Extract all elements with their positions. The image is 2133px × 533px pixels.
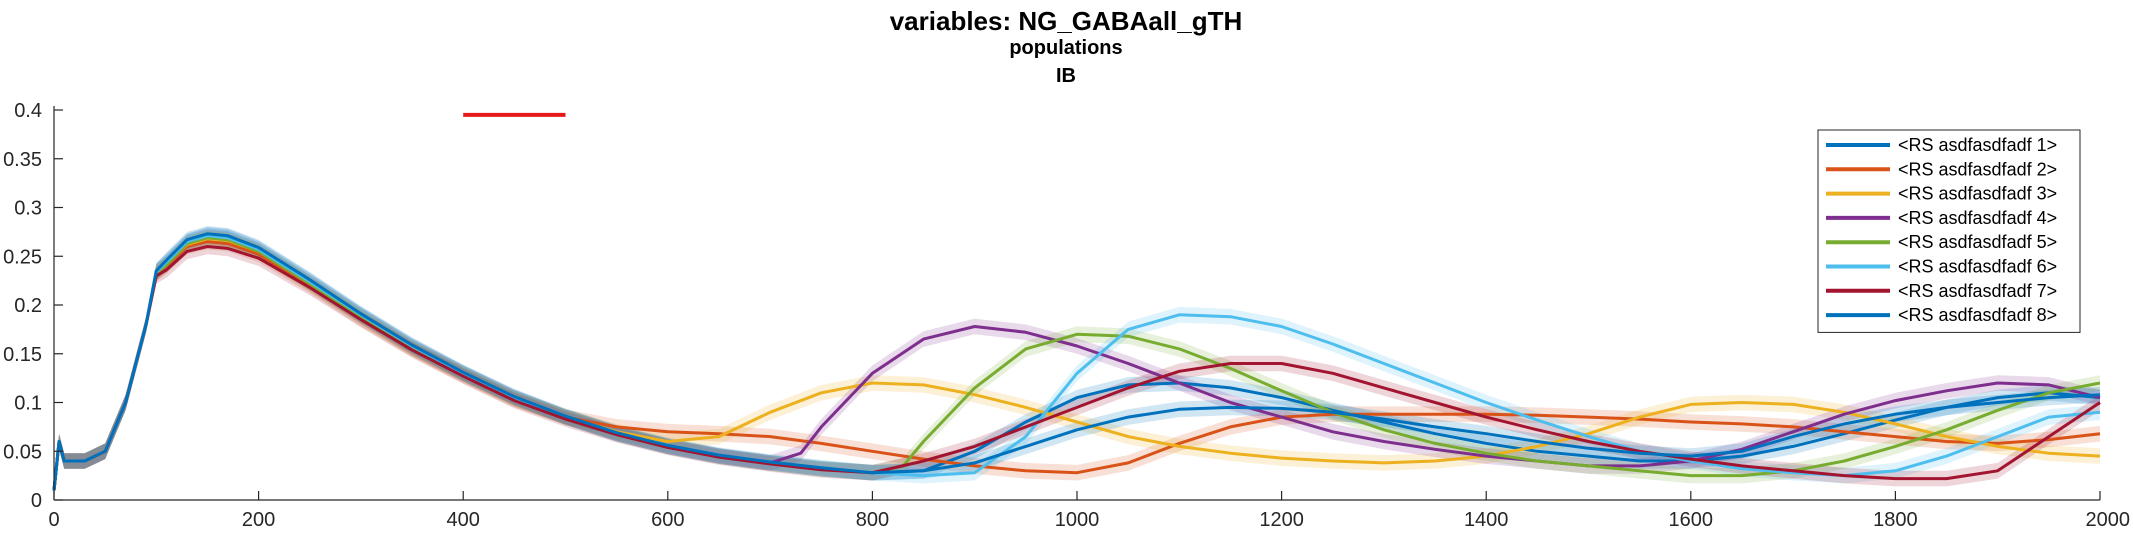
- y-tick-label: 0.1: [14, 393, 42, 415]
- legend-label-3: <RS asdfasdfadf 3>: [1898, 184, 2057, 204]
- x-tick-label: 2000: [2086, 509, 2131, 531]
- legend-label-1: <RS asdfasdfadf 1>: [1898, 135, 2057, 155]
- legend-label-2: <RS asdfasdfadf 2>: [1898, 159, 2057, 179]
- axes: 0 200 400 600 800 1000 1200 1400 1600 1800 2000 0 0.…: [3, 100, 2130, 531]
- error-band-2: [54, 233, 2100, 499]
- error-band-4: [54, 228, 2100, 499]
- error-band-8: [54, 226, 2100, 499]
- x-tick-label: 600: [651, 509, 684, 531]
- error-bands: [54, 226, 2100, 499]
- y-tick-label: 0.4: [14, 100, 42, 122]
- legend-label-8: <RS asdfasdfadf 8>: [1898, 305, 2057, 325]
- chart-subtitle-2: IB: [1056, 65, 1076, 87]
- error-band-5: [54, 229, 2100, 499]
- x-tick-label: 1800: [1873, 509, 1918, 531]
- y-tick-label: 0.2: [14, 295, 42, 317]
- legend-label-5: <RS asdfasdfadf 5>: [1898, 232, 2057, 252]
- x-tick-label: 200: [242, 509, 275, 531]
- error-band-3: [54, 230, 2100, 499]
- error-band-1: [54, 227, 2100, 499]
- y-tick-label: 0.3: [14, 198, 42, 220]
- x-tick-label: 800: [856, 509, 889, 531]
- x-tick-label: 1000: [1055, 509, 1100, 531]
- series-line-8: [52, 232, 2101, 491]
- y-tick-label: 0: [31, 490, 42, 512]
- chart-subtitle: populations: [1009, 37, 1122, 59]
- x-tick-label: 1600: [1669, 509, 1714, 531]
- error-band-6: [54, 228, 2100, 499]
- y-tick-label: 0.15: [3, 344, 42, 366]
- x-tick-label: 400: [447, 509, 480, 531]
- y-tick-label: 0.25: [3, 246, 42, 268]
- legend-label-7: <RS asdfasdfadf 7>: [1898, 281, 2057, 301]
- legend-box: [1817, 129, 2081, 333]
- legend-label-4: <RS asdfasdfadf 4>: [1898, 208, 2057, 228]
- legend: <RS asdfasdfadf 1> <RS asdfasdfadf 2> <RS …: [1817, 129, 2081, 333]
- x-tick-label: 1400: [1464, 509, 1509, 531]
- y-tick-label: 0.35: [3, 149, 42, 171]
- x-tick-label: 1200: [1259, 509, 1304, 531]
- legend-label-6: <RS asdfasdfadf 6>: [1898, 257, 2057, 277]
- chart-title: variables: NG_GABAall_gTH: [890, 6, 1243, 36]
- x-tick-label: 0: [48, 509, 59, 531]
- y-tick-label: 0.05: [3, 441, 42, 463]
- series-lines: [52, 232, 2101, 491]
